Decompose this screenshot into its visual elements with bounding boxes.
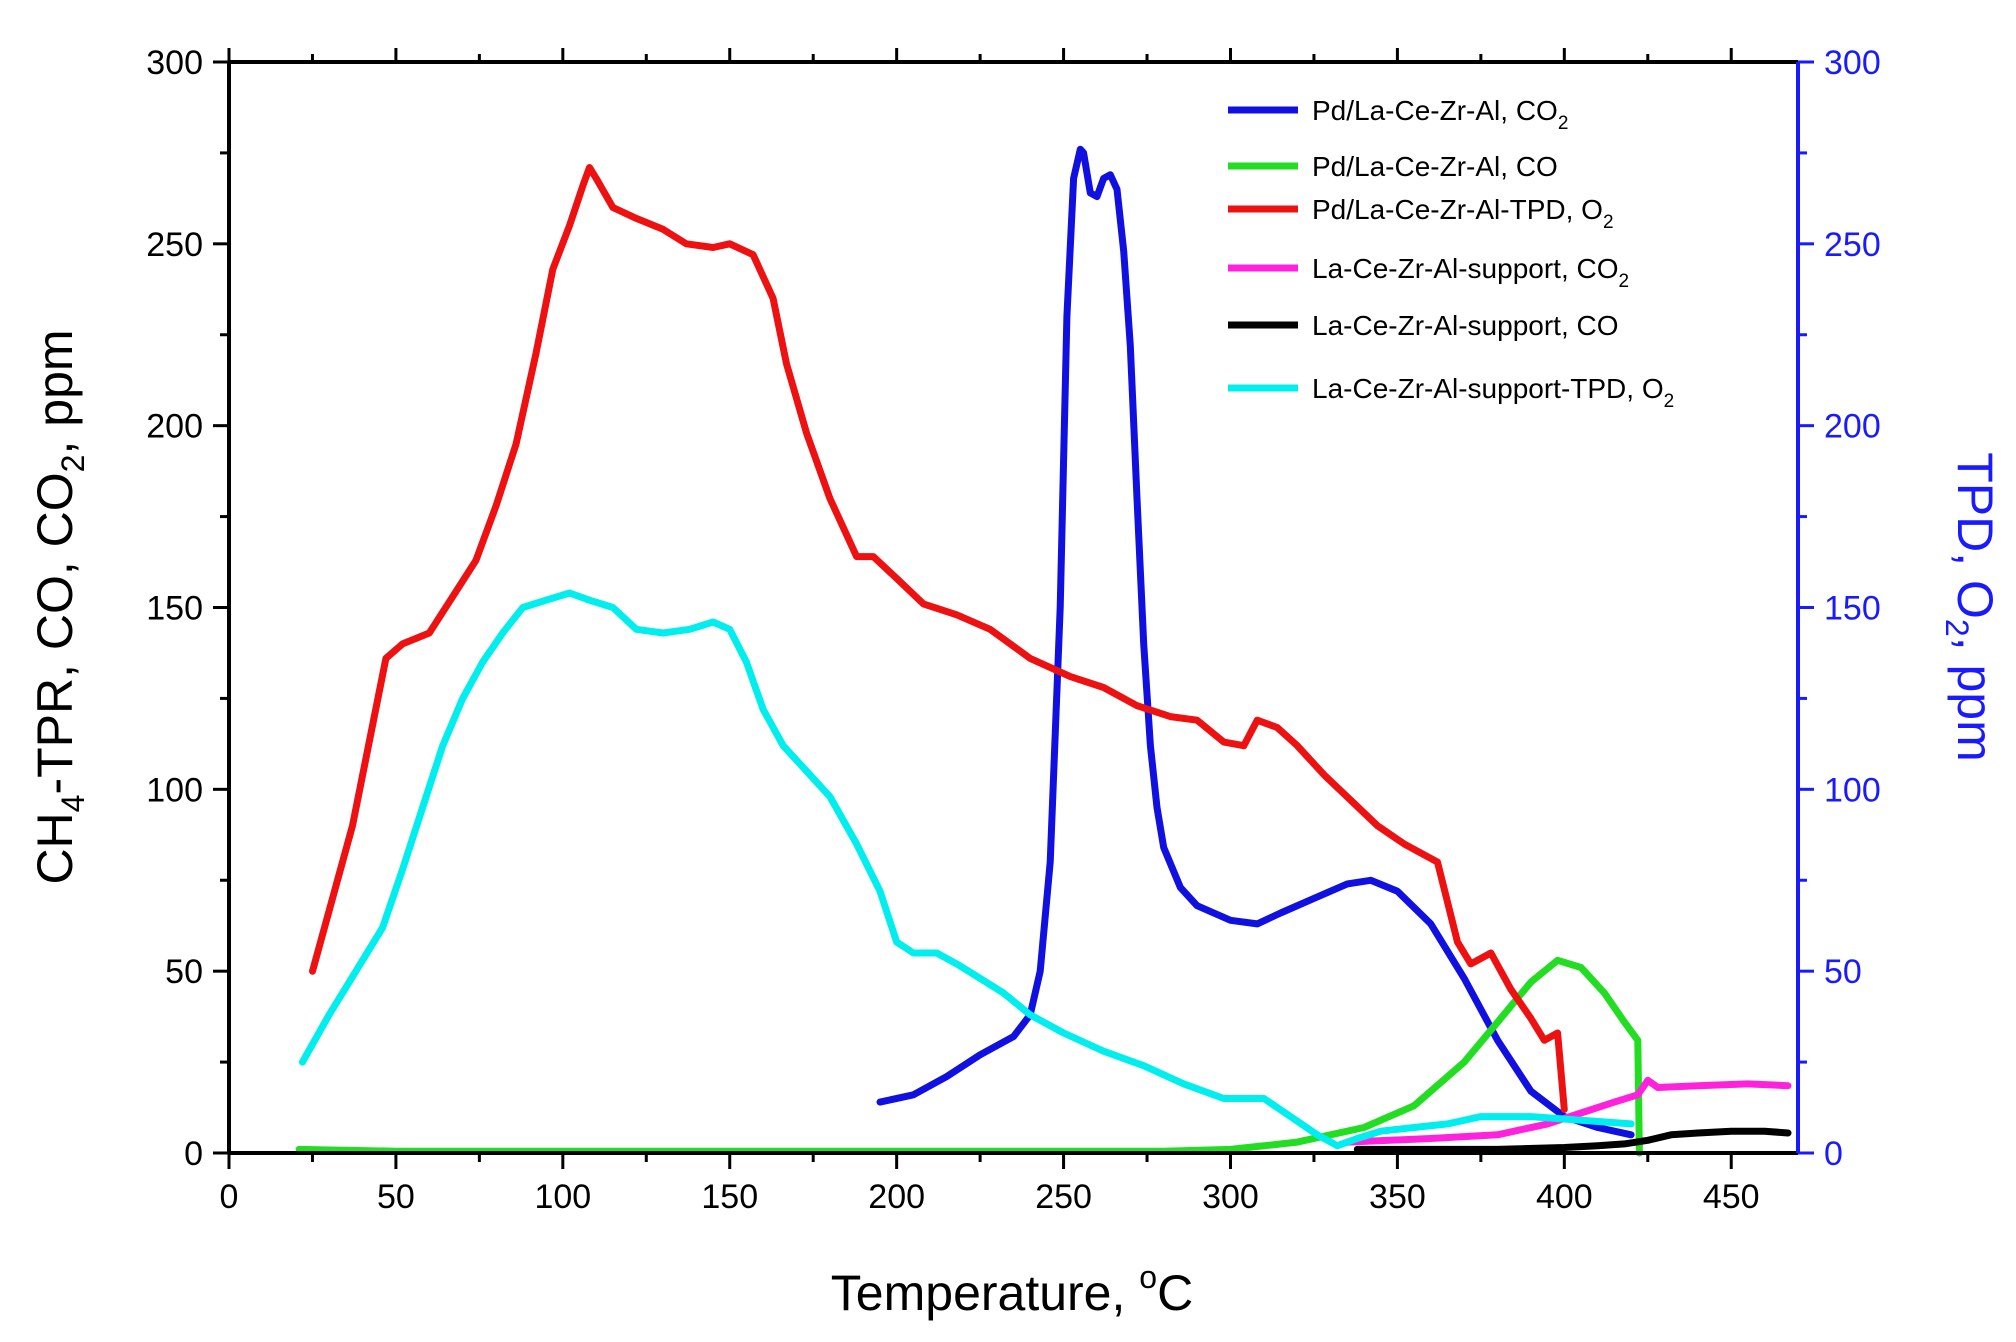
y-right-tick-label: 0 [1824,1135,1843,1173]
series-layer [295,145,1792,1157]
y-left-tick-label: 100 [146,771,203,809]
y-left-title-main: CH [27,812,83,884]
y-left-tick-label: 0 [184,1135,203,1173]
x-tick-label: 50 [377,1178,415,1216]
x-tick-label: 450 [1703,1178,1760,1216]
y-right-tick-label: 200 [1824,408,1881,446]
y-right-title-sub: 2 [1939,619,1975,637]
y-right-tick-label: 50 [1824,953,1862,991]
x-tick-label: 250 [1035,1178,1092,1216]
x-tick-label: 300 [1202,1178,1259,1216]
legend-label-pd-o2: Pd/La-Ce-Zr-Al-TPD, O2 [1312,194,1614,233]
x-axis-title-tail: C [1157,1265,1193,1321]
y-left-title-sub2: 2 [55,455,91,473]
x-tick-label: 200 [868,1178,925,1216]
legend: Pd/La-Ce-Zr-Al, CO2 Pd/La-Ce-Zr-Al, CO Pd/… [1228,95,1674,412]
series-line-support-co2 [1343,1076,1792,1146]
y-left-title-tail: , ppm [27,329,83,454]
x-axis-title: Temperature, oC [831,1259,1193,1321]
axis-frame [227,60,1800,1155]
y-left-tick-label: 300 [146,44,203,82]
series-line-support-o2 [298,589,1635,1150]
y-right-axis-title: TPD, O2, ppm [1939,452,2003,762]
legend-label-pd-co: Pd/La-Ce-Zr-Al, CO [1312,151,1558,182]
x-tick-label: 0 [220,1178,239,1216]
y-right-tick-label: 150 [1824,590,1881,628]
legend-label-support-co: La-Ce-Zr-Al-support, CO [1312,310,1619,341]
x-tick-label: 400 [1536,1178,1593,1216]
y-left-tick-label: 50 [165,953,203,991]
y-left-tick-label: 200 [146,408,203,446]
y-right-tick-label: 100 [1824,771,1881,809]
y-right-tick-label: 300 [1824,44,1881,82]
x-axis-title-main: Temperature, [831,1265,1139,1321]
legend-label-support-co2: La-Ce-Zr-Al-support, CO2 [1312,253,1629,292]
series-line-pd-o2 [309,164,1568,1113]
y-left-tick-label: 250 [146,226,203,264]
plot-area [229,62,1798,1153]
y-left-axis-title: CH4-TPR, CO, CO2, ppm [27,329,91,884]
x-axis-title-sup: o [1139,1259,1157,1295]
y-left-title-mid: -TPR, CO, CO [27,472,83,794]
y-right-tick-label: 250 [1824,226,1881,264]
y-left-tick-label: 150 [146,590,203,628]
y-right-title-main: TPD, O [1947,452,2003,619]
series-line-support-co [1353,1127,1792,1153]
series-line-pd-co2 [876,145,1635,1139]
x-tick-label: 150 [701,1178,758,1216]
y-left-title-sub1: 4 [55,795,91,813]
y-right-title-tail: , ppm [1947,637,2003,762]
legend-label-support-o2: La-Ce-Zr-Al-support-TPD, O2 [1312,373,1674,412]
legend-label-pd-co2: Pd/La-Ce-Zr-Al, CO2 [1312,95,1568,134]
x-tick-label: 100 [534,1178,591,1216]
x-tick-label: 350 [1369,1178,1426,1216]
